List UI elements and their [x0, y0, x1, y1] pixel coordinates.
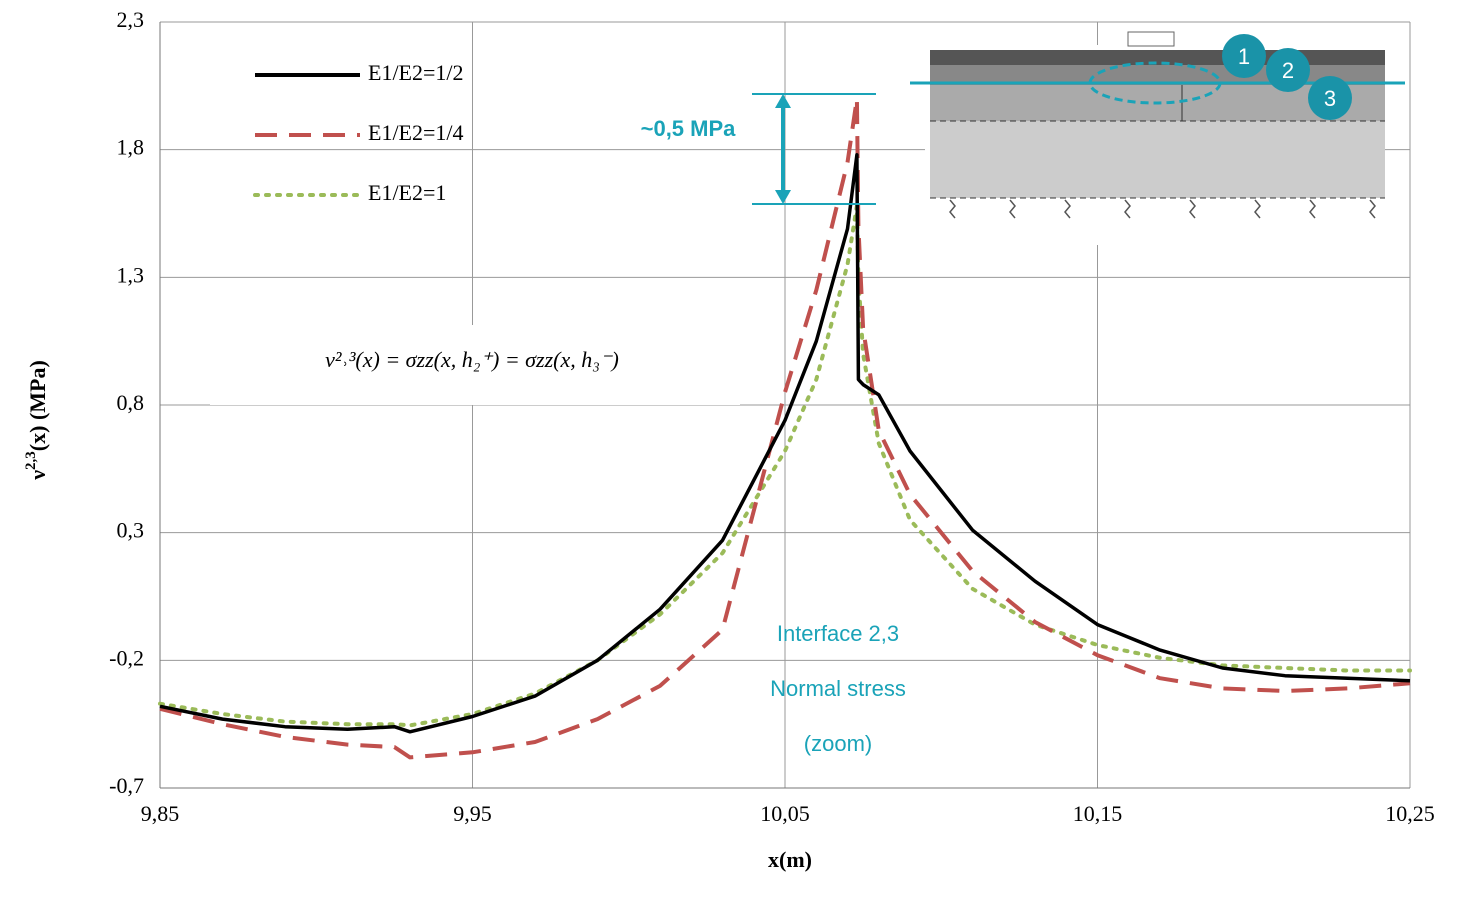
series-line — [159, 96, 1411, 760]
grid: -0,7 -0,2 0,3 0,8 1,3 1,8 2,3 9,85 9,95 10,05 10,1… — [109, 7, 1435, 826]
equation: ν²˒³(x) = σzz(x, h₂⁺) = σzz(x, h₃⁻) — [325, 347, 619, 372]
y-tick-label: 2,3 — [117, 7, 145, 32]
y-axis-label: ν2,3(x) (MPa) — [23, 360, 50, 481]
lines — [158, 96, 1412, 760]
annotation-arrow — [752, 93, 876, 205]
legend: E1/E2=1/2 E1/E2=1/4 E1/E2=1 — [253, 60, 464, 205]
annotation-text: Normal stress — [770, 676, 906, 701]
series-line — [159, 153, 1411, 734]
y-tick-label: -0,7 — [109, 773, 144, 798]
y-label-sup: 2,3 — [23, 451, 39, 470]
series-line — [158, 203, 1412, 728]
equation-box — [210, 325, 740, 405]
y-tick-label: -0,2 — [109, 645, 144, 670]
annotation-text: Interface 2,3 — [777, 621, 899, 646]
y-tick-label: 1,3 — [117, 262, 145, 287]
annotation-delta: ~0,5 MPa — [641, 116, 737, 141]
legend-label: E1/E2=1/4 — [368, 120, 464, 145]
legend-label: E1/E2=1 — [368, 180, 446, 205]
inset-label: 1 — [1238, 44, 1250, 69]
x-tick-label: 10,25 — [1385, 801, 1435, 826]
y-label-rest: (x) (MPa) — [25, 360, 50, 451]
annotation-text: (zoom) — [804, 731, 872, 756]
y-label-symbol: ν — [25, 470, 50, 481]
x-tick-label: 10,05 — [760, 801, 810, 826]
x-tick-label: 9,95 — [453, 801, 492, 826]
legend-label: E1/E2=1/2 — [368, 60, 464, 85]
x-axis-label: x(m) — [768, 847, 812, 872]
inset-diagram — [910, 31, 1405, 245]
y-tick-label: 0,8 — [117, 390, 145, 415]
y-tick-label: 1,8 — [117, 135, 145, 160]
inset-label: 3 — [1324, 86, 1336, 111]
y-tick-label: 0,3 — [117, 518, 145, 543]
x-tick-label: 10,15 — [1073, 801, 1123, 826]
inset-label: 2 — [1282, 58, 1294, 83]
x-tick-label: 9,85 — [141, 801, 180, 826]
